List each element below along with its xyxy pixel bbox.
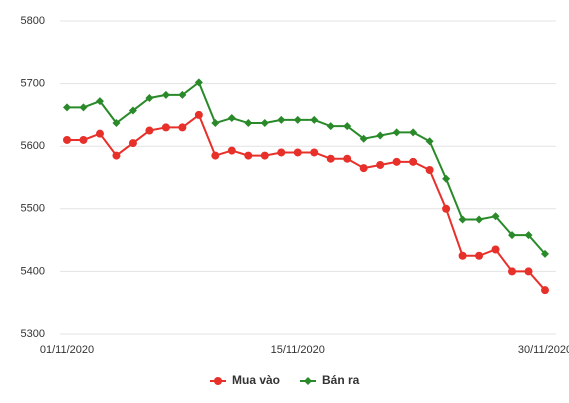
legend-label: Bán ra <box>322 373 360 387</box>
legend-marker <box>214 377 222 385</box>
point <box>277 115 286 124</box>
point <box>145 126 154 135</box>
x-tick-label: 15/11/2020 <box>271 344 325 356</box>
point <box>376 131 385 140</box>
point <box>392 157 401 166</box>
point <box>524 267 533 276</box>
point <box>326 122 335 131</box>
point <box>359 134 368 143</box>
series-line <box>67 113 546 291</box>
point <box>524 231 533 240</box>
point <box>277 148 286 157</box>
point <box>343 154 352 163</box>
point <box>260 151 269 160</box>
point <box>112 119 121 128</box>
point <box>458 215 467 224</box>
point <box>128 139 137 148</box>
point <box>128 106 137 115</box>
point <box>343 122 352 131</box>
point <box>491 212 500 221</box>
point <box>211 119 220 128</box>
point <box>508 231 517 240</box>
legend-marker <box>304 377 312 385</box>
point <box>211 151 220 160</box>
point <box>161 123 170 132</box>
point <box>442 174 451 183</box>
point <box>79 103 88 112</box>
point <box>161 90 170 99</box>
y-tick-label: 5400 <box>21 265 45 277</box>
legend: Mua vào Bán ra <box>210 373 360 387</box>
point <box>293 148 302 157</box>
point <box>541 286 549 295</box>
point <box>178 123 187 132</box>
point <box>95 97 104 106</box>
point <box>310 115 319 124</box>
point <box>442 204 451 213</box>
legend-label: Mua vào <box>232 373 280 387</box>
point <box>458 251 467 260</box>
y-tick-label: 5800 <box>21 15 45 27</box>
point <box>63 103 71 112</box>
y-tick-label: 5600 <box>21 140 45 152</box>
point <box>425 137 434 146</box>
point <box>244 151 253 160</box>
point <box>508 267 517 276</box>
point <box>475 215 484 224</box>
point <box>541 249 549 258</box>
point <box>409 157 418 166</box>
point <box>145 93 154 102</box>
point <box>63 135 71 144</box>
point <box>260 119 269 128</box>
point <box>293 115 302 124</box>
point <box>475 251 484 260</box>
x-tick-label: 30/11/2020 <box>518 344 569 356</box>
y-tick-label: 5300 <box>21 328 45 340</box>
point <box>326 154 335 163</box>
point <box>392 128 401 137</box>
point <box>425 165 434 174</box>
point <box>227 114 236 123</box>
point <box>79 135 88 144</box>
y-tick-label: 5700 <box>21 78 45 90</box>
y-tick-label: 5500 <box>21 203 45 215</box>
point <box>178 90 187 99</box>
point <box>376 160 385 169</box>
point <box>244 119 253 128</box>
point <box>95 129 104 138</box>
point <box>227 146 236 155</box>
x-tick-label: 01/11/2020 <box>40 344 94 356</box>
point <box>310 148 319 157</box>
point <box>194 110 203 119</box>
point <box>112 151 121 160</box>
point <box>491 245 500 254</box>
point <box>359 164 368 173</box>
series-line <box>67 80 546 255</box>
point <box>194 78 203 87</box>
point <box>409 128 418 137</box>
